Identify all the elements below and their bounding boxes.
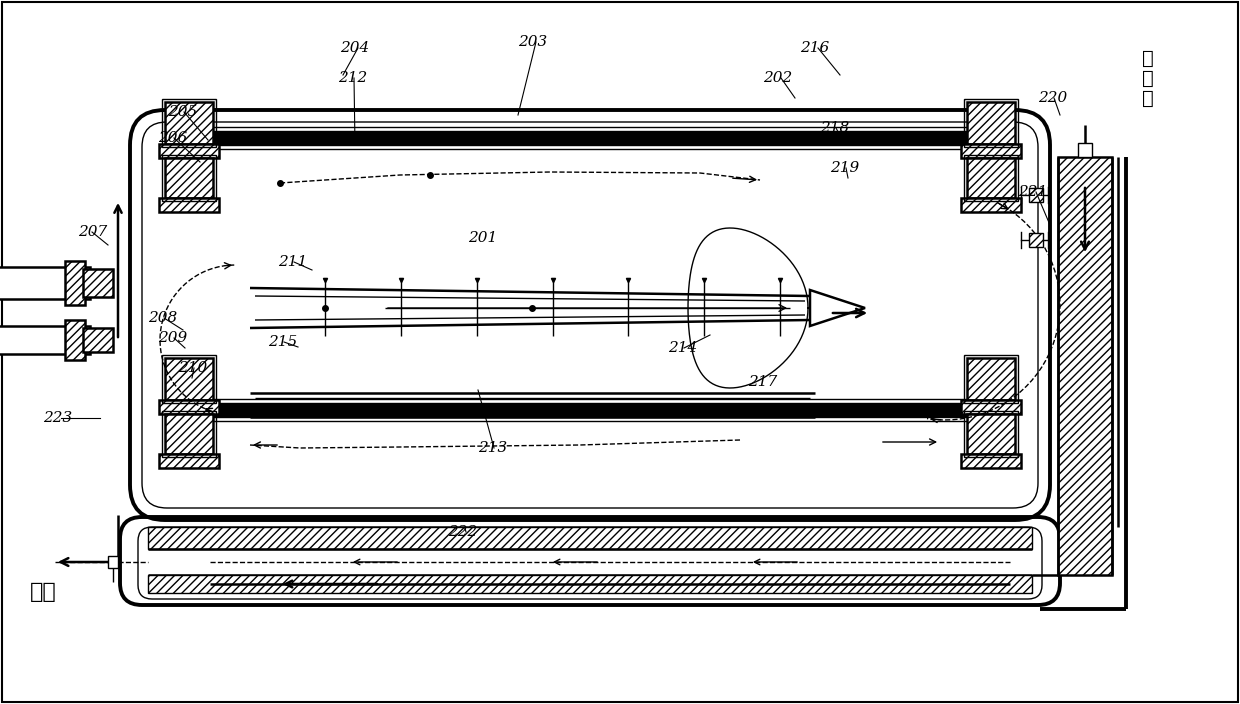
- Bar: [162, 355, 216, 403]
- Bar: [1029, 188, 1043, 202]
- Text: 204: 204: [340, 41, 370, 55]
- Bar: [961, 454, 1021, 468]
- Bar: [963, 99, 1018, 147]
- Text: 209: 209: [157, 331, 187, 345]
- Text: 废气: 废气: [30, 582, 57, 602]
- Text: 气: 气: [1142, 89, 1154, 108]
- Bar: [963, 155, 1018, 201]
- Bar: [64, 320, 86, 360]
- Bar: [83, 328, 113, 352]
- Bar: [165, 414, 213, 454]
- Bar: [159, 400, 219, 414]
- Text: 212: 212: [339, 71, 367, 85]
- Bar: [1058, 157, 1112, 575]
- Text: 燃: 燃: [1142, 68, 1154, 87]
- Bar: [165, 358, 213, 400]
- Bar: [967, 358, 1016, 400]
- Text: 223: 223: [43, 411, 72, 425]
- Bar: [162, 155, 216, 201]
- Bar: [195, 131, 985, 145]
- Text: 202: 202: [763, 71, 792, 85]
- Bar: [961, 198, 1021, 212]
- Bar: [159, 144, 219, 158]
- Text: 220: 220: [1038, 91, 1068, 105]
- Bar: [0, 267, 91, 299]
- Bar: [961, 144, 1021, 158]
- Bar: [162, 99, 216, 147]
- Text: 211: 211: [278, 255, 308, 269]
- Text: 208: 208: [148, 311, 177, 325]
- Bar: [967, 414, 1016, 454]
- Text: 205: 205: [167, 105, 197, 119]
- Text: 216: 216: [800, 41, 830, 55]
- Text: 215: 215: [268, 335, 298, 349]
- Bar: [64, 261, 86, 305]
- Text: 213: 213: [477, 441, 507, 455]
- Bar: [162, 411, 216, 457]
- Bar: [1078, 143, 1092, 157]
- Text: 210: 210: [179, 361, 207, 375]
- Bar: [1029, 233, 1043, 247]
- Text: 221: 221: [1018, 185, 1048, 199]
- Text: 回: 回: [1142, 49, 1154, 68]
- Bar: [108, 556, 118, 568]
- Text: 203: 203: [518, 35, 547, 49]
- Bar: [963, 411, 1018, 457]
- Bar: [967, 102, 1016, 144]
- Text: 217: 217: [748, 375, 777, 389]
- FancyBboxPatch shape: [130, 110, 1050, 520]
- Bar: [165, 102, 213, 144]
- Bar: [148, 527, 1032, 549]
- Bar: [159, 198, 219, 212]
- Bar: [83, 269, 113, 297]
- Bar: [165, 158, 213, 198]
- Bar: [967, 158, 1016, 198]
- Text: 219: 219: [830, 161, 859, 175]
- Bar: [961, 400, 1021, 414]
- Bar: [148, 575, 1032, 593]
- Text: 207: 207: [78, 225, 107, 239]
- Text: 218: 218: [820, 121, 849, 135]
- Text: 201: 201: [467, 231, 497, 245]
- Text: 222: 222: [448, 525, 477, 539]
- Text: 214: 214: [668, 341, 697, 355]
- Text: 206: 206: [157, 131, 187, 145]
- Bar: [195, 403, 985, 417]
- Bar: [963, 355, 1018, 403]
- Bar: [0, 326, 91, 354]
- Bar: [159, 454, 219, 468]
